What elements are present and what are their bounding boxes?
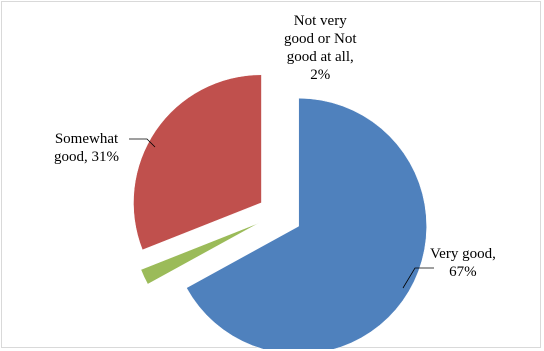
data-label-not-very-good: Not very good or Not good at all, 2% bbox=[284, 13, 357, 83]
pie-slice-very-good bbox=[186, 97, 427, 349]
leader-line-somewhat-good bbox=[129, 138, 156, 148]
data-label-somewhat-good: Somewhat good, 31% bbox=[54, 131, 119, 165]
data-label-very-good: Very good, 67% bbox=[430, 246, 496, 280]
pie-slice-not-very-good bbox=[140, 222, 261, 285]
pie-slice-somewhat-good bbox=[133, 74, 262, 251]
leader-line-very-good bbox=[402, 267, 434, 289]
